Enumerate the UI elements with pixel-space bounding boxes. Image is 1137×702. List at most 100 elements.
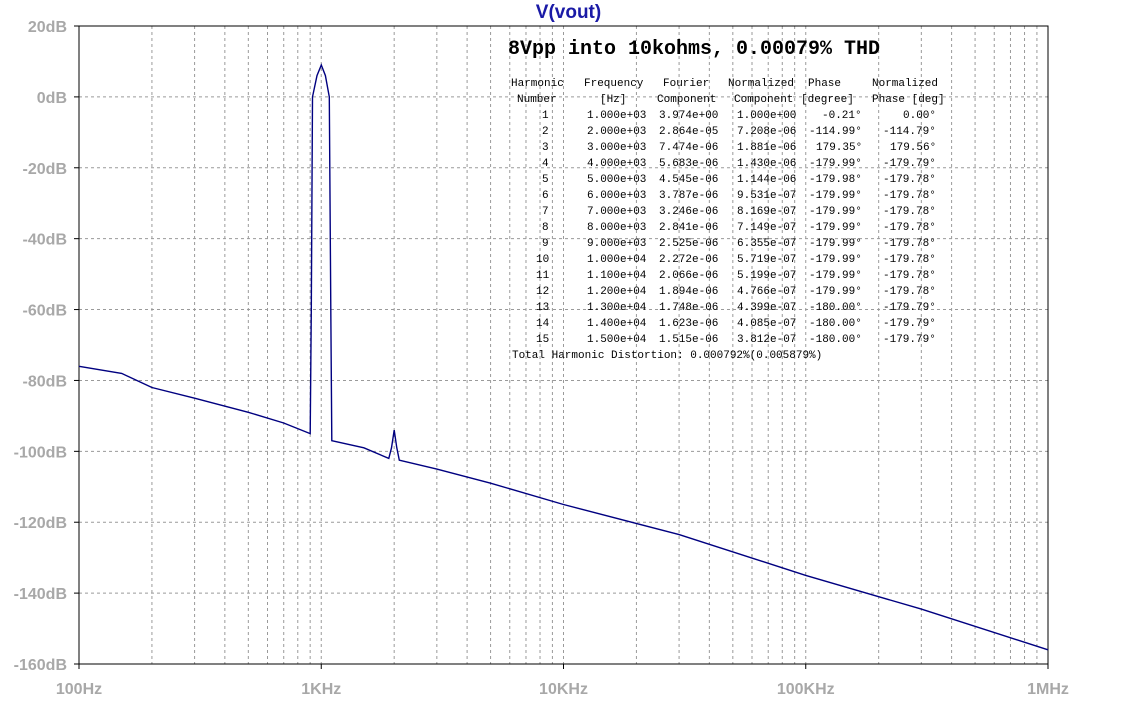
- cell-frequency: 1.000e+04: [587, 254, 647, 266]
- cell-frequency: 1.100e+04: [587, 270, 647, 282]
- cell-frequency: 8.000e+03: [587, 222, 647, 234]
- cell-frequency: 1.400e+04: [587, 318, 647, 330]
- cell-fourier-component: 1.623e-06: [659, 318, 719, 330]
- cell-frequency: 7.000e+03: [587, 206, 647, 218]
- header-normalized-phase: Normalized: [872, 78, 939, 90]
- cell-harmonic-number: 9: [542, 238, 549, 250]
- fourier-row: 7 7.000e+03 3.246e-06 8.169e-07 -179.99° -179…: [511, 206, 936, 222]
- cell-phase: -180.00°: [809, 302, 862, 314]
- cell-normalized-component: 1.881e-06: [737, 142, 797, 154]
- cell-normalized-component: 7.149e-07: [737, 222, 797, 234]
- cell-normalized-component: 8.169e-07: [737, 206, 797, 218]
- cell-harmonic-number: 6: [542, 190, 549, 202]
- cell-normalized-component: 4.399e-07: [737, 302, 797, 314]
- cell-frequency: 4.000e+03: [587, 158, 647, 170]
- fourier-row: 14 1.400e+04 1.623e-06 4.085e-07 -180.00° -17…: [511, 318, 936, 334]
- cell-harmonic-number: 2: [542, 126, 549, 138]
- cell-harmonic-number: 12: [536, 286, 550, 298]
- y-axis-ticks: 20dB 0dB -20dB -40dB -60dB -80dB -100dB -120dB -…: [14, 19, 79, 674]
- header-component: Component: [657, 94, 717, 106]
- cell-harmonic-number: 4: [542, 158, 549, 170]
- header-frequency: Frequency: [584, 78, 644, 90]
- cell-frequency: 1.500e+04: [587, 334, 647, 346]
- fourier-row: 3 3.000e+03 7.474e-06 1.881e-06 179.35° 179.5…: [511, 142, 936, 158]
- cell-harmonic-number: 1: [542, 110, 549, 122]
- fourier-row: 8 8.000e+03 2.841e-06 7.149e-07 -179.99° -179…: [511, 222, 936, 238]
- y-tick-label: -100dB: [14, 444, 67, 461]
- cell-phase: -179.99°: [809, 190, 862, 202]
- y-tick-label: -40dB: [23, 232, 67, 249]
- cell-normalized-component: 5.199e-07: [737, 270, 797, 282]
- cell-normalized-component: 1.430e-06: [737, 158, 797, 170]
- header-number: Number: [517, 94, 557, 106]
- cell-harmonic-number: 11: [536, 270, 550, 282]
- cell-phase: -179.99°: [809, 222, 862, 234]
- y-tick-label: -60dB: [23, 303, 67, 320]
- fourier-row: 15 1.500e+04 1.515e-06 3.812e-07 -180.00° -17…: [511, 334, 936, 350]
- fourier-rows: 1 1.000e+03 3.974e+00 1.000e+00 -0.21° 0.00° 2…: [511, 110, 936, 350]
- fourier-row: 10 1.000e+04 2.272e-06 5.719e-07 -179.99° -17…: [511, 254, 936, 270]
- cell-harmonic-number: 5: [542, 174, 549, 186]
- x-tick-label: 100Hz: [56, 681, 102, 698]
- cell-normalized-component: 4.085e-07: [737, 318, 797, 330]
- cell-frequency: 6.000e+03: [587, 190, 647, 202]
- cell-fourier-component: 2.864e-05: [659, 126, 719, 138]
- cell-normalized-phase: -179.78°: [883, 286, 936, 298]
- header-component-2: Component: [734, 94, 794, 106]
- y-tick-label: -120dB: [14, 515, 67, 532]
- y-tick-label: 0dB: [37, 90, 67, 107]
- cell-harmonic-number: 10: [536, 254, 550, 266]
- cell-normalized-phase: -179.78°: [883, 238, 936, 250]
- cell-normalized-phase: -179.78°: [883, 190, 936, 202]
- x-tick-label: 1MHz: [1027, 681, 1069, 698]
- cell-normalized-phase: -179.78°: [883, 174, 936, 186]
- cell-normalized-component: 1.144e-06: [737, 174, 797, 186]
- cell-harmonic-number: 14: [536, 318, 550, 330]
- cell-phase: 179.35°: [816, 142, 863, 154]
- y-tick-label: -160dB: [14, 657, 67, 674]
- cell-normalized-component: 6.355e-07: [737, 238, 797, 250]
- cell-phase: -179.99°: [809, 206, 862, 218]
- y-tick-label: -80dB: [23, 373, 67, 390]
- cell-harmonic-number: 13: [536, 302, 550, 314]
- cell-phase: -114.99°: [809, 126, 862, 138]
- fourier-row: 6 6.000e+03 3.787e-06 9.531e-07 -179.99° -179…: [511, 190, 936, 206]
- cell-normalized-phase: -179.79°: [883, 302, 936, 314]
- annotation-title: 8Vpp into 10kohms, 0.00079% THD: [508, 38, 881, 61]
- y-tick-label: 20dB: [28, 19, 67, 36]
- cell-fourier-component: 1.748e-06: [659, 302, 719, 314]
- cell-frequency: 5.000e+03: [587, 174, 647, 186]
- header-degree: [degree]: [801, 94, 854, 106]
- cell-normalized-phase: -114.79°: [883, 126, 936, 138]
- x-tick-label: 100KHz: [777, 681, 835, 698]
- vout-trace[interactable]: [78, 63, 1049, 651]
- cell-fourier-component: 2.525e-06: [659, 238, 719, 250]
- cell-frequency: 1.300e+04: [587, 302, 647, 314]
- cell-phase: -180.00°: [809, 334, 862, 346]
- cell-frequency: 3.000e+03: [587, 142, 647, 154]
- cell-harmonic-number: 8: [542, 222, 549, 234]
- fourier-row: 11 1.100e+04 2.066e-06 5.199e-07 -179.99° -17…: [511, 270, 936, 286]
- cell-frequency: 2.000e+03: [587, 126, 647, 138]
- header-phase: Phase: [808, 78, 842, 90]
- cell-fourier-component: 2.841e-06: [659, 222, 719, 234]
- cell-frequency: 9.000e+03: [587, 238, 647, 250]
- cell-normalized-component: 7.208e-06: [737, 126, 797, 138]
- cell-fourier-component: 7.474e-06: [659, 142, 719, 154]
- cell-phase: -179.99°: [809, 254, 862, 266]
- fourier-row: 1 1.000e+03 3.974e+00 1.000e+00 -0.21° 0.00°: [511, 110, 936, 126]
- fourier-row: 4 4.000e+03 5.683e-06 1.430e-06 -179.99° -179…: [511, 158, 936, 174]
- cell-normalized-phase: 179.56°: [890, 142, 937, 154]
- cell-phase: -179.99°: [809, 286, 862, 298]
- cell-normalized-component: 5.719e-07: [737, 254, 797, 266]
- header-normalized: Normalized: [728, 78, 795, 90]
- header-harmonic: Harmonic: [511, 78, 564, 90]
- cell-normalized-component: 1.000e+00: [737, 110, 797, 122]
- cell-normalized-phase: -179.79°: [883, 334, 936, 346]
- cell-fourier-component: 5.683e-06: [659, 158, 719, 170]
- x-tick-label: 1KHz: [301, 681, 341, 698]
- cell-fourier-component: 2.066e-06: [659, 270, 719, 282]
- cell-phase: -180.00°: [809, 318, 862, 330]
- cell-phase: -179.99°: [809, 238, 862, 250]
